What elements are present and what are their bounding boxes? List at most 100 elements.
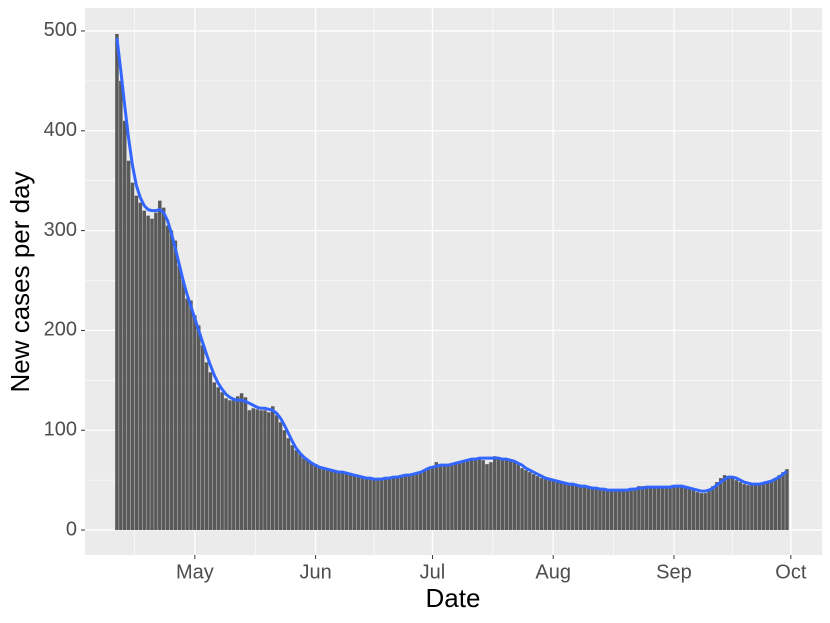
x-tick-label: Aug	[535, 561, 571, 583]
bar	[625, 490, 629, 531]
bar	[243, 397, 248, 531]
bar	[438, 466, 443, 531]
bar	[469, 459, 474, 531]
bar	[574, 486, 579, 531]
bar	[555, 482, 559, 531]
bar	[520, 468, 524, 531]
bar	[189, 300, 193, 531]
bar	[274, 415, 279, 531]
bar	[403, 475, 407, 531]
bar	[750, 485, 754, 531]
bar	[239, 393, 244, 531]
y-tick-label: 500	[44, 19, 77, 41]
bar	[652, 488, 657, 531]
bar	[508, 460, 513, 531]
bar	[387, 478, 392, 531]
bar	[267, 412, 271, 531]
bar	[477, 459, 481, 531]
bar	[134, 195, 139, 531]
bar	[115, 33, 119, 531]
bar	[200, 345, 205, 531]
bar	[551, 481, 555, 531]
bar	[220, 392, 224, 531]
bar	[769, 480, 774, 531]
bar	[348, 474, 353, 531]
bar	[426, 468, 431, 531]
bar	[130, 182, 135, 531]
x-tick-label: Oct	[775, 561, 807, 583]
y-tick-label: 200	[44, 319, 77, 341]
bar	[150, 218, 154, 531]
bar	[208, 372, 213, 531]
bar	[306, 460, 310, 531]
bar	[629, 489, 633, 531]
bar	[356, 476, 361, 531]
bar	[637, 486, 641, 531]
bar	[364, 478, 368, 531]
bar	[512, 461, 517, 531]
bar	[707, 490, 711, 531]
bar	[313, 464, 318, 531]
bar	[621, 490, 626, 531]
bar	[298, 454, 302, 531]
bar	[146, 215, 150, 531]
bar	[251, 408, 256, 531]
bar	[668, 487, 672, 531]
bar	[777, 475, 781, 531]
bar	[278, 422, 283, 531]
bar	[734, 480, 739, 531]
bar	[321, 468, 326, 531]
y-tick-label: 400	[44, 119, 77, 141]
y-tick-label: 100	[44, 419, 77, 441]
bar	[430, 466, 435, 531]
y-tick-label: 300	[44, 219, 77, 241]
bar	[563, 483, 567, 531]
bar	[718, 478, 723, 531]
x-tick-label: Jul	[420, 561, 446, 583]
bar	[695, 492, 700, 531]
bar	[454, 464, 458, 531]
bar	[687, 488, 692, 531]
bar	[493, 456, 497, 531]
bar	[590, 488, 594, 531]
bar	[602, 490, 606, 531]
bar	[212, 382, 217, 531]
bar	[683, 487, 688, 531]
bar	[746, 485, 750, 531]
bar	[196, 325, 201, 531]
bar	[765, 482, 770, 531]
bar	[173, 240, 178, 531]
bar	[228, 400, 232, 531]
bar	[376, 480, 380, 531]
bar	[271, 406, 275, 531]
bar	[676, 486, 680, 531]
bar	[383, 478, 388, 531]
bar	[161, 207, 166, 531]
bar	[419, 472, 423, 531]
bar	[660, 488, 665, 531]
bar	[325, 469, 330, 531]
bar	[535, 476, 540, 531]
bar	[263, 410, 267, 531]
bar	[742, 484, 746, 531]
bar	[473, 458, 478, 531]
bar	[481, 460, 485, 531]
bar	[391, 477, 396, 531]
bar	[154, 212, 158, 531]
bar	[528, 472, 532, 531]
bar	[699, 493, 703, 531]
bar	[644, 487, 649, 531]
smooth-line	[115, 37, 788, 493]
bar	[224, 398, 228, 531]
bar	[138, 202, 143, 531]
bar	[500, 459, 505, 531]
bar	[711, 486, 715, 531]
bar	[559, 482, 563, 531]
bar	[177, 265, 182, 531]
x-tick-label: Sep	[656, 561, 692, 583]
bar	[352, 475, 357, 531]
bar	[407, 474, 411, 531]
bar	[341, 472, 345, 531]
bar	[294, 450, 298, 531]
